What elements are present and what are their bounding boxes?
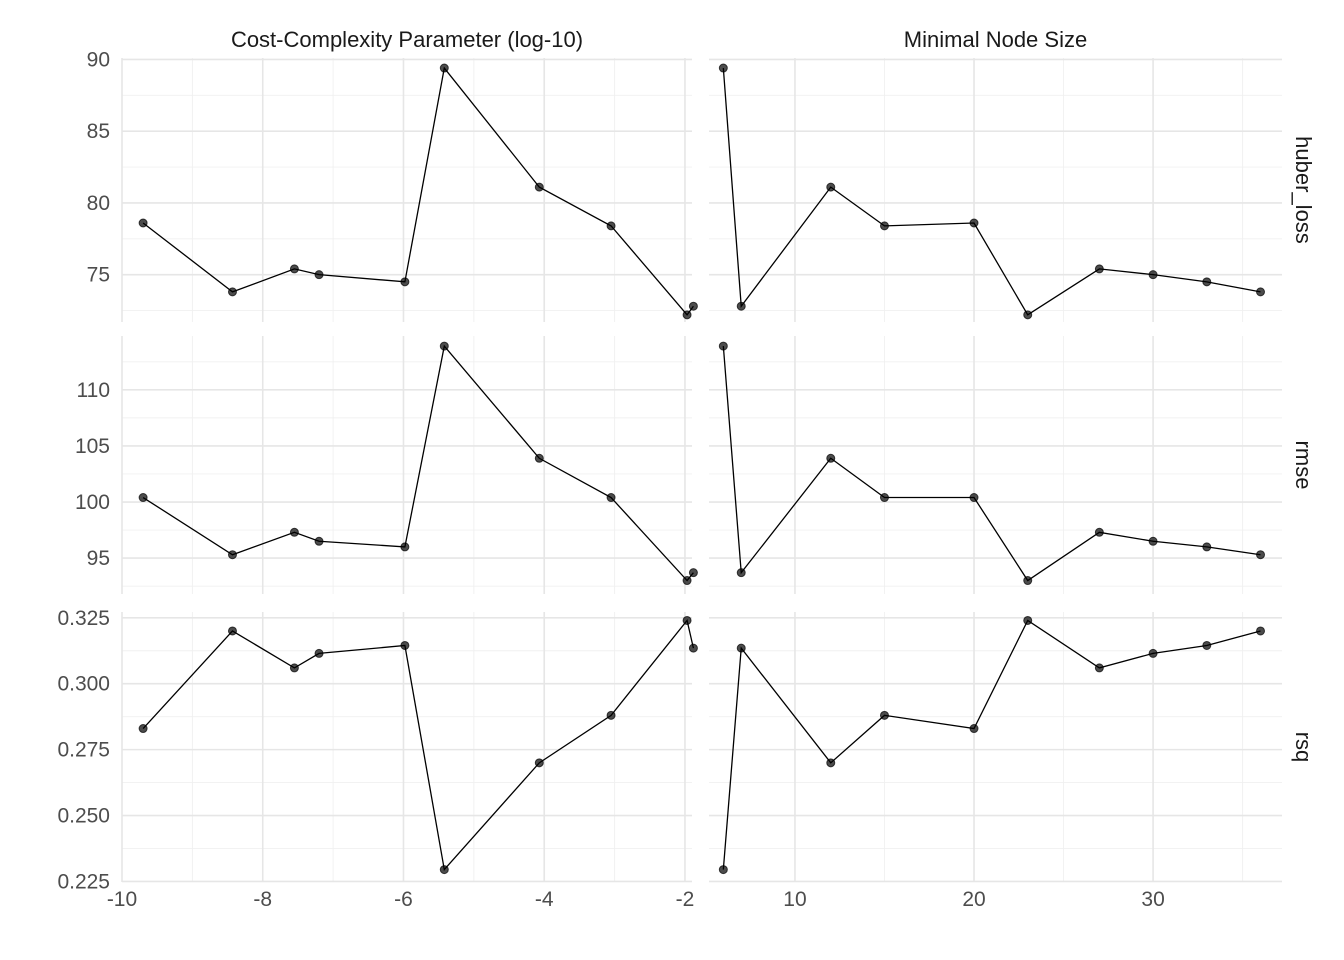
y-tick-label: 0.225 xyxy=(57,870,110,893)
data-point xyxy=(138,493,148,503)
data-point xyxy=(1148,536,1158,546)
data-point xyxy=(969,724,979,734)
x-tick-label: -8 xyxy=(253,888,272,911)
data-point xyxy=(227,550,237,560)
data-point xyxy=(688,643,698,653)
x-tick-label: -6 xyxy=(394,888,413,911)
data-point xyxy=(879,710,889,720)
x-tick-label: -10 xyxy=(107,888,137,911)
y-tick-label: 0.250 xyxy=(57,805,110,828)
x-tick-label: -2 xyxy=(676,888,695,911)
data-point xyxy=(826,182,836,192)
series-line-rmse-cost_complexity xyxy=(142,344,694,582)
data-point xyxy=(606,493,616,503)
data-point xyxy=(1094,527,1104,537)
data-point xyxy=(400,277,410,287)
series-line-rsq-min_n xyxy=(722,619,1261,870)
data-point xyxy=(289,264,299,274)
data-point xyxy=(682,576,692,586)
data-point xyxy=(138,218,148,228)
data-point xyxy=(1202,277,1212,287)
data-point xyxy=(1202,542,1212,552)
y-tick-label: 95 xyxy=(87,547,110,570)
x-tick-label: -4 xyxy=(535,888,554,911)
data-point xyxy=(227,287,237,297)
data-point xyxy=(606,221,616,231)
data-point xyxy=(688,568,698,578)
y-tick-label: 90 xyxy=(87,48,110,71)
data-point xyxy=(314,536,324,546)
strip-label-min_n: Minimal Node Size xyxy=(904,27,1087,52)
data-point xyxy=(718,63,728,73)
x-tick-label: 30 xyxy=(1141,888,1164,911)
data-point xyxy=(534,453,544,463)
data-point xyxy=(736,301,746,311)
data-point xyxy=(1256,287,1266,297)
y-tick-label: 0.300 xyxy=(57,673,110,696)
grid-layer xyxy=(121,58,1282,883)
data-point xyxy=(400,640,410,650)
data-point xyxy=(969,218,979,228)
data-point xyxy=(1148,648,1158,658)
data-point xyxy=(289,663,299,673)
data-point xyxy=(534,182,544,192)
y-tick-label: 80 xyxy=(87,192,110,215)
data-point xyxy=(227,626,237,636)
data-point xyxy=(534,758,544,768)
data-point xyxy=(736,643,746,653)
data-point xyxy=(718,341,728,351)
data-point xyxy=(879,221,889,231)
data-point xyxy=(969,493,979,503)
data-point xyxy=(138,724,148,734)
y-tick-label: 100 xyxy=(75,491,110,514)
data-point xyxy=(682,310,692,320)
strip-label-cost_complexity: Cost-Complexity Parameter (log-10) xyxy=(231,27,583,52)
data-point xyxy=(879,493,889,503)
data-point xyxy=(1023,576,1033,586)
data-point xyxy=(314,648,324,658)
data-point xyxy=(1148,270,1158,280)
data-point xyxy=(1256,626,1266,636)
data-point xyxy=(826,758,836,768)
data-point xyxy=(682,615,692,625)
data-point xyxy=(826,453,836,463)
series-line-huber_loss-cost_complexity xyxy=(142,66,694,316)
x-tick-label: 10 xyxy=(783,888,806,911)
data-point xyxy=(289,527,299,537)
data-point xyxy=(1094,264,1104,274)
data-point xyxy=(1202,640,1212,650)
data-point xyxy=(1023,310,1033,320)
series-line-rmse-min_n xyxy=(722,346,1261,582)
label-layer: 75 80 85 90 huber_loss 95 100 105 110 rmse 0.225 0.… xyxy=(57,27,1316,911)
data-point xyxy=(439,341,449,351)
strip-label-huber_loss: huber_loss xyxy=(1291,136,1316,244)
y-tick-label: 0.325 xyxy=(57,607,110,630)
data-point xyxy=(314,270,324,280)
y-tick-label: 0.275 xyxy=(57,739,110,762)
series-line-rsq-cost_complexity xyxy=(142,618,695,872)
y-tick-label: 105 xyxy=(75,435,110,458)
y-tick-label: 85 xyxy=(87,120,110,143)
data-point xyxy=(1094,663,1104,673)
data-point xyxy=(1256,550,1266,560)
data-point xyxy=(606,710,616,720)
data-point xyxy=(439,63,449,73)
data-point xyxy=(400,542,410,552)
y-tick-label: 110 xyxy=(77,379,110,402)
data-point xyxy=(1023,615,1033,625)
x-tick-label: 20 xyxy=(962,888,985,911)
data-point xyxy=(718,865,728,875)
series-line-huber_loss-min_n xyxy=(722,67,1261,316)
strip-label-rmse: rmse xyxy=(1291,441,1316,490)
y-tick-label: 75 xyxy=(87,264,110,287)
data-point xyxy=(439,865,449,875)
series-layer xyxy=(138,63,1266,875)
strip-label-rsq: rsq xyxy=(1291,732,1316,763)
data-point xyxy=(736,568,746,578)
data-point xyxy=(688,301,698,311)
